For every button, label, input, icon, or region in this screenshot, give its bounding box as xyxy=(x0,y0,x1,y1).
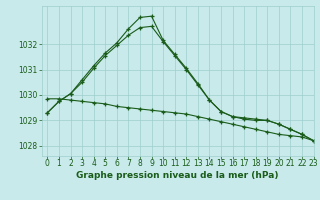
X-axis label: Graphe pression niveau de la mer (hPa): Graphe pression niveau de la mer (hPa) xyxy=(76,171,279,180)
